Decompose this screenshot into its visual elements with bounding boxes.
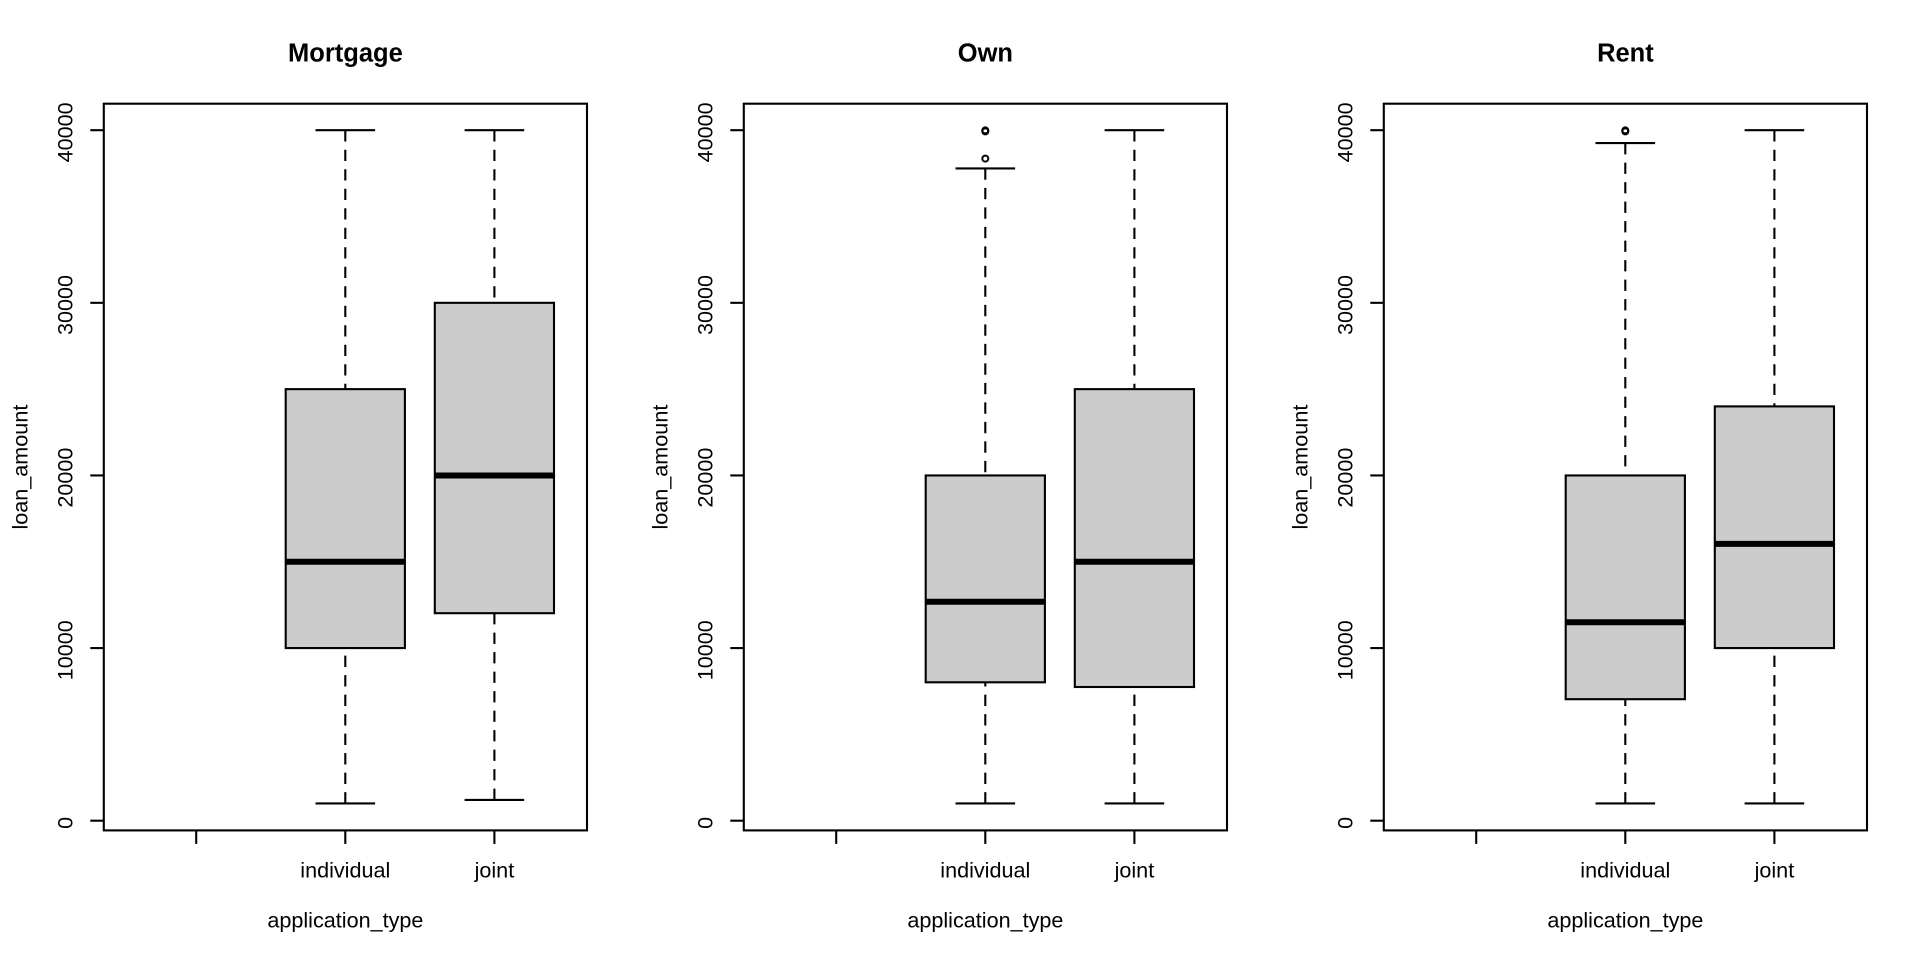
svg-text:30000: 30000 [693, 275, 718, 335]
svg-text:Own: Own [958, 40, 1013, 68]
svg-text:loan_amount: loan_amount [648, 405, 673, 530]
svg-text:joint: joint [1754, 858, 1795, 883]
svg-text:30000: 30000 [1333, 275, 1358, 335]
svg-text:40000: 40000 [693, 102, 718, 162]
svg-text:0: 0 [53, 817, 78, 829]
svg-text:loan_amount: loan_amount [8, 405, 33, 530]
svg-text:10000: 10000 [1333, 620, 1358, 680]
svg-text:individual: individual [300, 858, 390, 883]
svg-text:10000: 10000 [53, 620, 78, 680]
svg-text:0: 0 [693, 817, 718, 829]
svg-text:individual: individual [940, 858, 1030, 883]
svg-text:application_type: application_type [1547, 908, 1703, 933]
svg-text:loan_amount: loan_amount [1288, 405, 1313, 530]
svg-text:20000: 20000 [53, 448, 78, 508]
svg-text:individual: individual [1580, 858, 1670, 883]
svg-text:joint: joint [474, 858, 515, 883]
svg-text:30000: 30000 [53, 275, 78, 335]
svg-text:40000: 40000 [1333, 102, 1358, 162]
svg-text:application_type: application_type [907, 908, 1063, 933]
svg-text:20000: 20000 [693, 448, 718, 508]
svg-text:0: 0 [1333, 817, 1358, 829]
svg-text:joint: joint [1114, 858, 1155, 883]
svg-text:Mortgage: Mortgage [288, 40, 403, 68]
svg-text:Rent: Rent [1597, 40, 1654, 68]
svg-text:application_type: application_type [267, 908, 423, 933]
svg-text:10000: 10000 [693, 620, 718, 680]
svg-text:20000: 20000 [1333, 448, 1358, 508]
svg-text:40000: 40000 [53, 102, 78, 162]
